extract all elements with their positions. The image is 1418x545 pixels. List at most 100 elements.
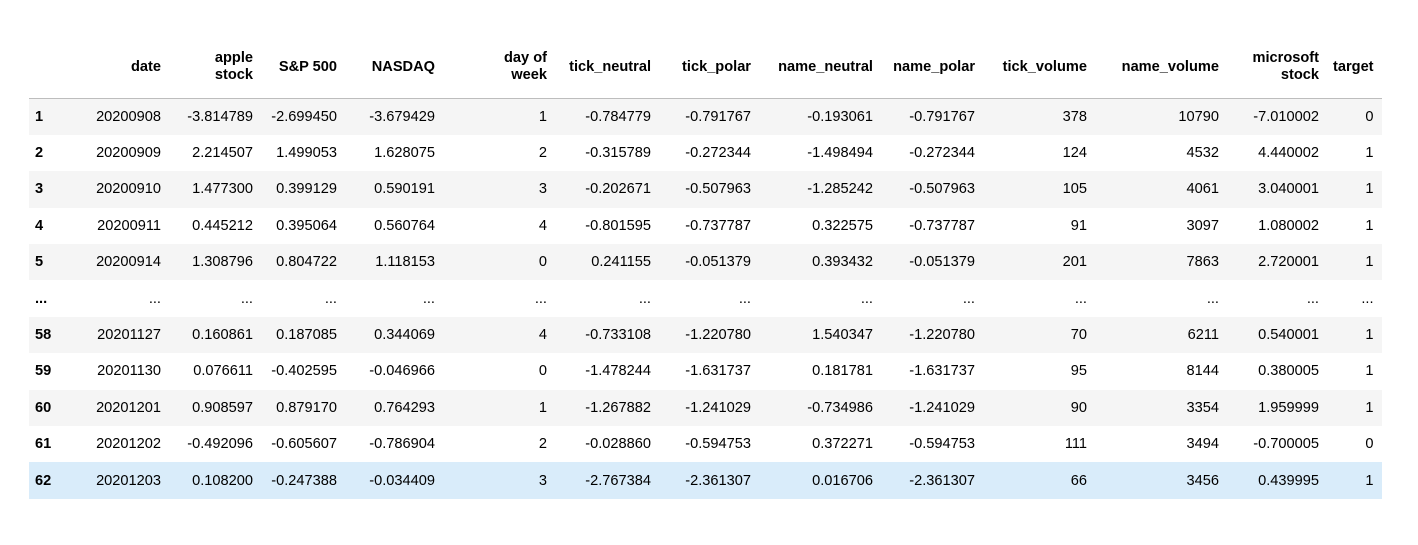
column-header-dow: day of week xyxy=(443,42,555,99)
table-cell-nasdaq: 0.560764 xyxy=(374,217,435,234)
table-cell-msft: 0.380005 xyxy=(1258,363,1319,380)
table-cell-nasdaq: 1.118153 xyxy=(375,254,435,271)
table-cell-apple: 0.160861 xyxy=(192,327,253,344)
table-cell-target: 1 xyxy=(1365,181,1374,198)
table-cell-target: 0 xyxy=(1365,436,1374,453)
column-header-date: date xyxy=(67,42,169,99)
table-cell-name_volume: 8144 xyxy=(1186,363,1219,380)
table-cell-name_neutral: 0.016706 xyxy=(812,472,873,489)
table-cell-name_neutral: ... xyxy=(860,290,873,307)
table-cell-apple: 1.308796 xyxy=(192,254,253,271)
column-header-name_neutral: name_neutral xyxy=(759,42,881,99)
table-cell-msft: -7.010002 xyxy=(1253,108,1319,125)
table-body: 1 20200908 -3.814789 -2.699450 -3.679429 1 -0.… xyxy=(29,98,1382,499)
table-cell-nasdaq: ... xyxy=(422,290,435,307)
table-cell-apple: 0.908597 xyxy=(192,399,253,416)
row-index: 2 xyxy=(35,145,44,162)
table-cell-date: 20200914 xyxy=(96,254,161,271)
column-header-line: stock xyxy=(1280,67,1319,83)
table-cell-nasdaq: -0.786904 xyxy=(369,436,435,453)
table-cell-name_volume: 6211 xyxy=(1187,327,1219,344)
table-cell-tick_polar: -0.791767 xyxy=(685,108,751,125)
column-header-name_polar: name_polar xyxy=(881,42,983,99)
column-header-target: target xyxy=(1327,42,1382,99)
table-cell-date: 20200911 xyxy=(97,217,161,234)
table-cell-target: 1 xyxy=(1365,254,1374,271)
table-cell-tick_polar: -1.241029 xyxy=(685,399,751,416)
table-cell-tick_neutral: -0.202671 xyxy=(585,181,651,198)
table-cell-target: 1 xyxy=(1365,399,1374,416)
table-row[interactable]: 61 20201202 -0.492096 -0.605607 -0.786904 2 -0… xyxy=(29,426,1382,463)
table-cell-tick_volume: 70 xyxy=(1070,327,1087,344)
column-header-name_volume: name_volume xyxy=(1095,42,1227,99)
table-cell-tick_polar: -0.051379 xyxy=(685,254,751,271)
table-cell-sp500: 0.187085 xyxy=(276,327,337,344)
table-cell-target: 1 xyxy=(1365,217,1374,234)
table-cell-sp500: -0.605607 xyxy=(271,436,337,453)
table-cell-msft: 0.540001 xyxy=(1258,327,1319,344)
table-cell-msft: 3.040001 xyxy=(1258,181,1319,198)
table-cell-tick_volume: ... xyxy=(1074,290,1087,307)
row-index: 61 xyxy=(35,436,52,453)
table-cell-name_neutral: 1.540347 xyxy=(812,327,873,344)
row-index: ... xyxy=(35,290,48,307)
table-cell-date: 20201127 xyxy=(97,327,161,344)
column-header-tick_volume: tick_volume xyxy=(983,42,1095,99)
table-cell-name_polar: -0.507963 xyxy=(909,181,975,198)
table-cell-tick_neutral: -1.267882 xyxy=(585,399,651,416)
table-row[interactable]: 58 20201127 0.160861 0.187085 0.344069 4 -0.73… xyxy=(29,316,1382,354)
table-cell-nasdaq: 0.344069 xyxy=(374,327,435,344)
table-row[interactable]: ........................................… xyxy=(29,280,1382,317)
row-index: 1 xyxy=(35,108,44,125)
table-cell-tick_neutral: -0.784779 xyxy=(585,108,651,125)
table-cell-tick_neutral: -0.028860 xyxy=(585,436,651,453)
table-cell-sp500: 0.804722 xyxy=(276,254,337,271)
table-cell-name_polar: ... xyxy=(962,290,975,307)
table-row-selected[interactable]: 62 20201203 0.108200 -0.247388 -0.034409 3 -2.… xyxy=(29,462,1382,499)
table-cell-msft: 1.080002 xyxy=(1258,217,1319,234)
column-header-nasdaq: NASDAQ xyxy=(345,42,443,99)
table-cell-name_polar: -1.631737 xyxy=(909,363,975,380)
table-cell-sp500: -2.699450 xyxy=(271,108,337,125)
row-index: 5 xyxy=(35,254,44,271)
table-cell-sp500: 0.399129 xyxy=(276,181,337,198)
table-cell-tick_volume: 124 xyxy=(1062,145,1087,162)
table-row[interactable]: 5 20200914 1.308796 0.804722 1.118153 0 0.2411… xyxy=(29,244,1382,281)
table-cell-tick_neutral: -2.767384 xyxy=(585,472,651,489)
table-cell-nasdaq: -0.046966 xyxy=(369,363,435,380)
table-cell-msft: -0.700005 xyxy=(1253,436,1319,453)
table-cell-target: 1 xyxy=(1365,145,1374,162)
table-cell-dow: ... xyxy=(534,290,547,307)
table-cell-tick_volume: 378 xyxy=(1062,108,1087,125)
table-cell-tick_volume: 66 xyxy=(1070,472,1087,489)
table-row[interactable]: 3 20200910 1.477300 0.399129 0.590191 3 -0.202… xyxy=(29,171,1382,208)
table-cell-tick_neutral: ... xyxy=(638,290,651,307)
table-cell-nasdaq: -0.034409 xyxy=(369,472,435,489)
row-index: 3 xyxy=(35,181,44,198)
table-cell-apple: 0.076611 xyxy=(193,363,253,380)
table-cell-tick_polar: -1.631737 xyxy=(685,363,751,380)
column-header-msft: microsoft stock xyxy=(1227,42,1327,99)
table-cell-name_volume: 4061 xyxy=(1186,181,1219,198)
table-cell-sp500: -0.402595 xyxy=(271,363,337,380)
table-cell-apple: ... xyxy=(240,290,253,307)
table-row[interactable]: 59 20201130 0.076611 -0.402595 -0.046966 0 -1.… xyxy=(29,353,1382,390)
table-row[interactable]: 2 20200909 2.214507 1.499053 1.628075 2 -0.315… xyxy=(29,134,1382,172)
row-index: 59 xyxy=(35,363,52,380)
dataframe-output: date apple stock S&P 500 NASDAQ day of week tic… xyxy=(29,42,1382,499)
table-cell-nasdaq: 0.590191 xyxy=(374,181,435,198)
table-row[interactable]: 4 20200911 0.445212 0.395064 0.560764 4 -0.801… xyxy=(29,207,1382,245)
table-cell-name_volume: ... xyxy=(1206,290,1219,307)
row-index: 60 xyxy=(35,399,52,416)
column-header-line: week xyxy=(511,67,547,83)
table-cell-tick_neutral: -0.801595 xyxy=(585,217,651,234)
table-cell-date: 20201202 xyxy=(96,436,161,453)
table-row[interactable]: 60 20201201 0.908597 0.879170 0.764293 1 -1.26… xyxy=(29,389,1382,427)
table-cell-tick_polar: -0.594753 xyxy=(685,436,751,453)
table-cell-nasdaq: 1.628075 xyxy=(374,145,435,162)
table-cell-apple: -3.814789 xyxy=(187,108,253,125)
table-cell-tick_volume: 91 xyxy=(1070,217,1087,234)
table-row[interactable]: 1 20200908 -3.814789 -2.699450 -3.679429 1 -0.… xyxy=(29,98,1382,135)
table-cell-name_volume: 3354 xyxy=(1186,399,1219,416)
table-cell-dow: 1 xyxy=(538,399,547,416)
